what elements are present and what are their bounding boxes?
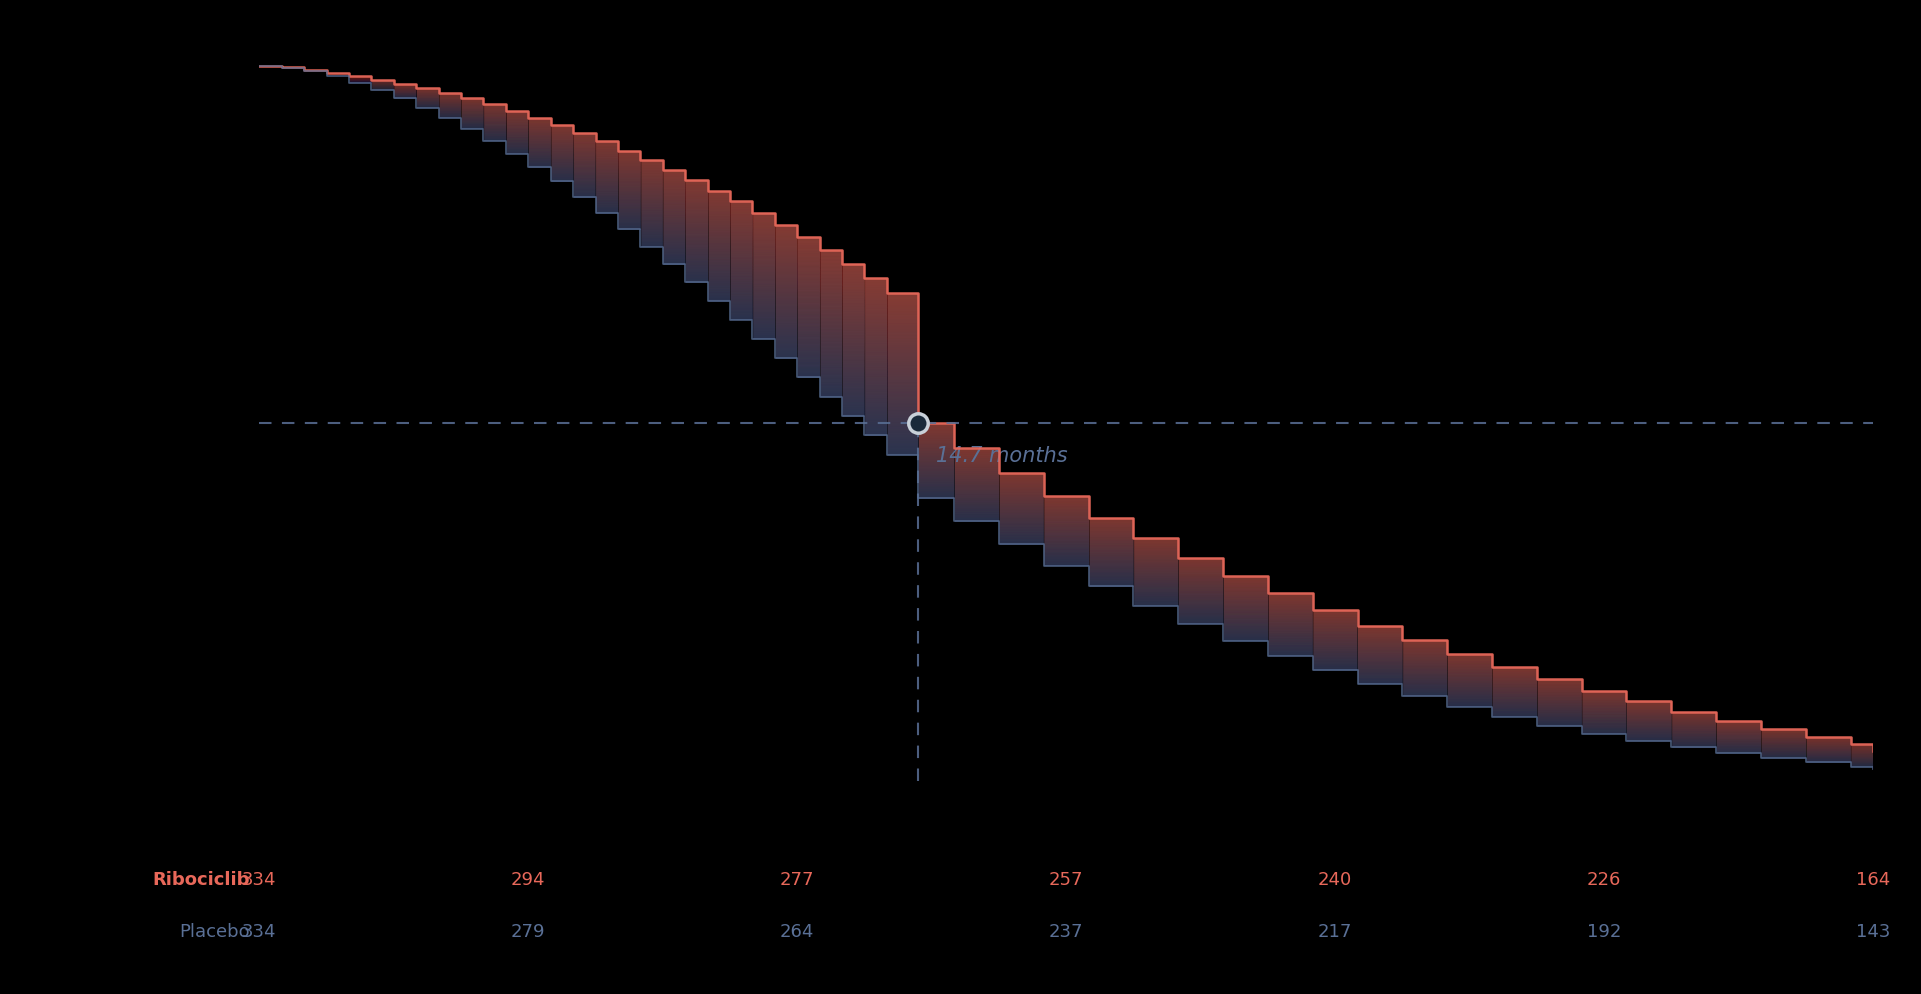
Text: 164: 164 <box>1856 871 1890 889</box>
Text: 240: 240 <box>1318 871 1352 889</box>
Text: 334: 334 <box>242 871 277 889</box>
Text: 334: 334 <box>242 923 277 941</box>
Text: Ribociclib: Ribociclib <box>152 871 250 889</box>
Text: 14.7 months: 14.7 months <box>936 446 1068 466</box>
Text: 143: 143 <box>1856 923 1890 941</box>
Text: Placebo: Placebo <box>179 923 250 941</box>
Text: 226: 226 <box>1587 871 1621 889</box>
Text: 277: 277 <box>780 871 815 889</box>
Text: 257: 257 <box>1049 871 1083 889</box>
Text: 279: 279 <box>511 923 546 941</box>
Text: 264: 264 <box>780 923 815 941</box>
Text: 192: 192 <box>1587 923 1621 941</box>
Text: 217: 217 <box>1318 923 1352 941</box>
Text: 237: 237 <box>1049 923 1083 941</box>
Text: 294: 294 <box>511 871 546 889</box>
